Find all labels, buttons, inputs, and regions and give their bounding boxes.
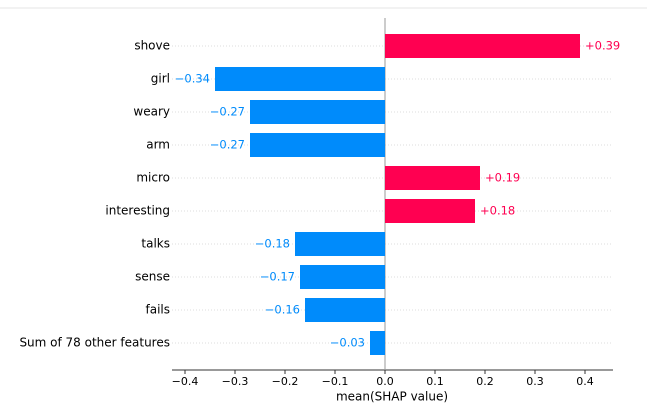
value-label: +0.39 xyxy=(585,39,620,53)
bar xyxy=(385,166,480,190)
x-tick-label: −0.4 xyxy=(172,375,199,388)
feature-label: shove xyxy=(134,39,170,53)
bar xyxy=(300,265,385,289)
x-tick-label: −0.1 xyxy=(322,375,349,388)
feature-label: Sum of 78 other features xyxy=(19,336,170,350)
bar xyxy=(215,67,385,91)
x-tick-label: 0.3 xyxy=(526,375,544,388)
value-label: −0.27 xyxy=(210,105,245,119)
feature-label: fails xyxy=(146,303,171,317)
bar xyxy=(370,331,385,355)
bar xyxy=(385,34,580,58)
feature-label: interesting xyxy=(105,204,170,218)
x-tick-label: 0.4 xyxy=(576,375,594,388)
value-label: +0.19 xyxy=(485,171,520,185)
value-label: −0.17 xyxy=(260,270,295,284)
x-tick-label: 0.2 xyxy=(476,375,494,388)
bar xyxy=(385,199,475,223)
x-tick-label: 0.0 xyxy=(376,375,394,388)
x-axis-label: mean(SHAP value) xyxy=(336,390,448,404)
x-tick-label: −0.3 xyxy=(222,375,249,388)
value-label: +0.18 xyxy=(480,204,515,218)
value-label: −0.34 xyxy=(175,72,210,86)
bar xyxy=(305,298,385,322)
feature-label: weary xyxy=(133,105,170,119)
feature-label: arm xyxy=(146,138,170,152)
bar xyxy=(250,100,385,124)
bar xyxy=(295,232,385,256)
feature-label: girl xyxy=(151,72,170,86)
x-tick-label: 0.1 xyxy=(426,375,444,388)
feature-label: micro xyxy=(136,171,170,185)
value-label: −0.16 xyxy=(265,303,300,317)
feature-label: sense xyxy=(135,270,170,284)
feature-label: talks xyxy=(141,237,170,251)
value-label: −0.18 xyxy=(255,237,290,251)
value-label: −0.27 xyxy=(210,138,245,152)
x-tick-label: −0.2 xyxy=(272,375,299,388)
bar xyxy=(250,133,385,157)
value-label: −0.03 xyxy=(330,336,365,350)
